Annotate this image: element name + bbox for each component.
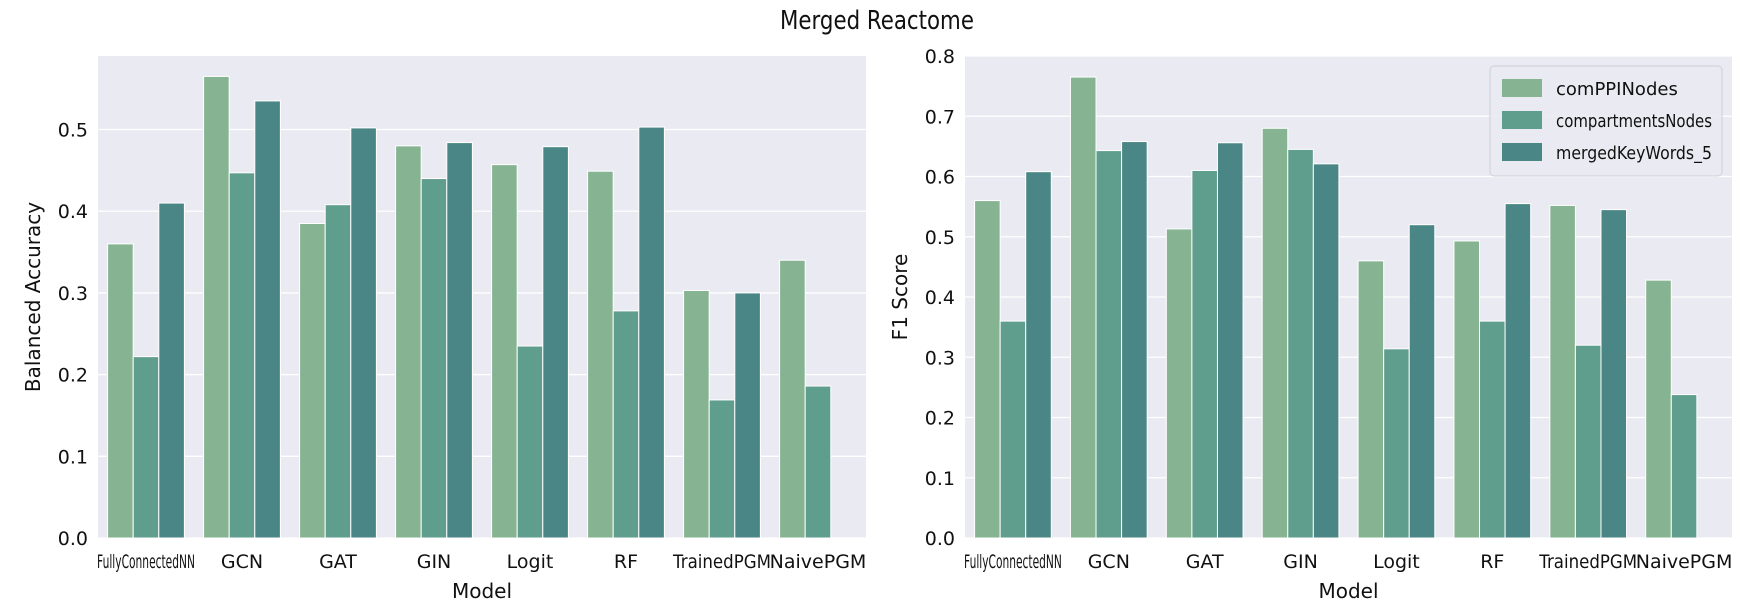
bar-comPPINodes-FullyConnectedNN bbox=[107, 243, 134, 539]
bar-compartmentsNodes-Logit bbox=[1383, 348, 1410, 539]
bar-mergedKeyWords_5-FullyConnectedNN bbox=[158, 202, 185, 539]
x-tick-label: FullyConnectedNN bbox=[97, 551, 195, 573]
y-tick-label: 0.3 bbox=[58, 283, 88, 305]
bar-compartmentsNodes-FullyConnectedNN bbox=[999, 320, 1027, 539]
bar-comPPINodes-TrainedPGM bbox=[683, 289, 710, 539]
bar-compartmentsNodes-TrainedPGM bbox=[1574, 344, 1602, 539]
bar-compartmentsNodes-RF bbox=[1479, 320, 1506, 539]
legend-swatch bbox=[1502, 79, 1542, 97]
bar-comPPINodes-GIN bbox=[395, 145, 422, 539]
x-tick-label: NaivePGM bbox=[770, 551, 867, 573]
legend-label: compartmentsNodes bbox=[1556, 111, 1712, 132]
x-tick-label: FullyConnectedNN bbox=[964, 551, 1062, 573]
x-tick-label: GAT bbox=[319, 551, 357, 573]
bar-mergedKeyWords_5-GCN bbox=[254, 100, 281, 539]
legend-label: comPPINodes bbox=[1556, 79, 1678, 100]
bar-mergedKeyWords_5-GIN bbox=[1312, 163, 1340, 539]
bar-comPPINodes-TrainedPGM bbox=[1549, 204, 1576, 539]
bar-mergedKeyWords_5-GCN bbox=[1121, 141, 1148, 539]
y-tick-label: 0.5 bbox=[58, 120, 88, 142]
bar-compartmentsNodes-RF bbox=[612, 310, 640, 539]
bar-mergedKeyWords_5-GIN bbox=[446, 142, 473, 539]
bar-comPPINodes-GAT bbox=[299, 222, 326, 539]
bar-compartmentsNodes-NaivePGM bbox=[804, 385, 832, 539]
bar-mergedKeyWords_5-GAT bbox=[1216, 142, 1244, 539]
x-tick-label: GAT bbox=[1186, 551, 1224, 573]
bar-compartmentsNodes-GIN bbox=[420, 178, 448, 539]
y-tick-label: 0.0 bbox=[58, 528, 88, 550]
legend: comPPINodes compartmentsNodes mergedKeyWor… bbox=[1489, 65, 1723, 177]
legend-swatch bbox=[1502, 143, 1542, 161]
legend-swatch bbox=[1502, 111, 1542, 129]
x-tick-label: TrainedPGM bbox=[672, 551, 771, 573]
bar-comPPINodes-NaivePGM bbox=[1645, 279, 1672, 539]
y-tick-label: 0.7 bbox=[925, 106, 955, 128]
bar-comPPINodes-Logit bbox=[1357, 260, 1385, 539]
bar-compartmentsNodes-GIN bbox=[1287, 148, 1314, 539]
bar-comPPINodes-RF bbox=[1453, 240, 1481, 539]
chart-panel-2: 0.0 0.1 0.2 0.3 0.4 0.5 0.6 0.7 0.8 FullyConnecte… bbox=[888, 46, 1732, 603]
y-tick-label: 0.4 bbox=[925, 287, 955, 309]
figure-title: Merged Reactome bbox=[780, 6, 974, 36]
bar-compartmentsNodes-TrainedPGM bbox=[708, 399, 736, 539]
bar-comPPINodes-GIN bbox=[1261, 127, 1289, 539]
x-tick-label: GCN bbox=[221, 551, 263, 573]
bar-comPPINodes-GAT bbox=[1165, 228, 1193, 539]
y-tick-label: 0.5 bbox=[925, 227, 955, 249]
bar-comPPINodes-Logit bbox=[491, 164, 518, 539]
bar-mergedKeyWords_5-GAT bbox=[350, 127, 377, 539]
y-tick-label: 0.3 bbox=[925, 347, 955, 369]
bar-compartmentsNodes-NaivePGM bbox=[1670, 394, 1698, 539]
x-tick-label: GIN bbox=[1283, 551, 1318, 573]
y-tick-label: 0.2 bbox=[58, 365, 88, 387]
y-tick-label: 0.2 bbox=[925, 408, 955, 430]
x-axis-label: Model bbox=[452, 579, 512, 603]
bar-comPPINodes-GCN bbox=[203, 75, 230, 539]
y-axis-label: Balanced Accuracy bbox=[21, 202, 45, 392]
y-axis-label: F1 Score bbox=[888, 254, 912, 341]
x-tick-label: RF bbox=[614, 551, 638, 573]
x-tick-label: GIN bbox=[417, 551, 452, 573]
bar-compartmentsNodes-Logit bbox=[516, 345, 544, 539]
x-axis-label: Model bbox=[1318, 579, 1378, 603]
bar-compartmentsNodes-GCN bbox=[228, 172, 256, 539]
bar-compartmentsNodes-GCN bbox=[1095, 150, 1123, 539]
y-tick-label: 0.4 bbox=[58, 201, 88, 223]
bar-mergedKeyWords_5-RF bbox=[638, 126, 665, 539]
x-tick-label: Logit bbox=[1373, 551, 1420, 573]
bar-comPPINodes-NaivePGM bbox=[779, 259, 806, 539]
bar-compartmentsNodes-GAT bbox=[1191, 169, 1218, 539]
y-tick-label: 0.8 bbox=[925, 46, 955, 68]
bar-mergedKeyWords_5-Logit bbox=[1408, 224, 1436, 539]
legend-box bbox=[1489, 65, 1723, 177]
bar-mergedKeyWords_5-TrainedPGM bbox=[734, 292, 761, 539]
legend-label: mergedKeyWords_5 bbox=[1556, 143, 1712, 164]
chart-panel-1: 0.0 0.1 0.2 0.3 0.4 0.5 FullyConnectedNN GCN GAT… bbox=[21, 56, 866, 603]
bar-compartmentsNodes-GAT bbox=[324, 204, 352, 539]
x-tick-label: GCN bbox=[1088, 551, 1130, 573]
bar-compartmentsNodes-FullyConnectedNN bbox=[132, 356, 160, 539]
bar-mergedKeyWords_5-RF bbox=[1504, 203, 1532, 539]
y-tick-label: 0.0 bbox=[925, 528, 955, 550]
x-tick-label: RF bbox=[1480, 551, 1504, 573]
y-tick-label: 0.1 bbox=[925, 468, 955, 490]
x-tick-label: TrainedPGM bbox=[1538, 551, 1637, 573]
bar-mergedKeyWords_5-FullyConnectedNN bbox=[1025, 171, 1052, 539]
y-tick-label: 0.1 bbox=[58, 446, 88, 468]
x-tick-label: NaivePGM bbox=[1636, 551, 1733, 573]
bar-comPPINodes-RF bbox=[587, 170, 614, 539]
x-tick-label: Logit bbox=[507, 551, 554, 573]
bar-comPPINodes-GCN bbox=[1069, 76, 1097, 539]
y-tick-label: 0.6 bbox=[925, 167, 955, 189]
bar-mergedKeyWords_5-TrainedPGM bbox=[1600, 209, 1628, 539]
bar-comPPINodes-FullyConnectedNN bbox=[974, 200, 1001, 539]
bar-mergedKeyWords_5-Logit bbox=[542, 146, 569, 539]
